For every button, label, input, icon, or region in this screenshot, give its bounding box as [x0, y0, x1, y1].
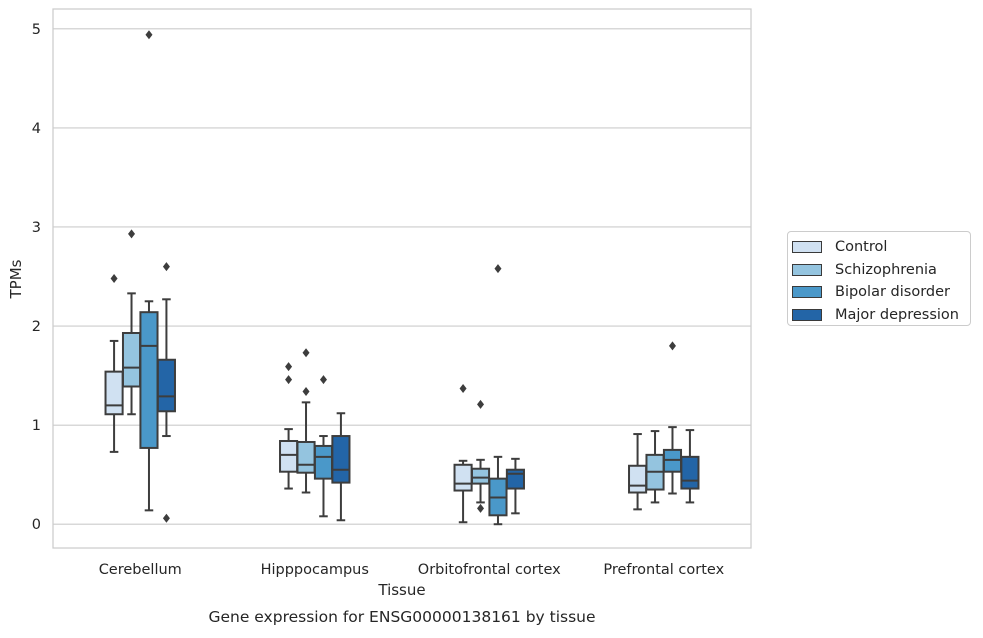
- outlier-point: [285, 375, 293, 385]
- box-control: [628, 433, 648, 511]
- outlier-point: [285, 362, 293, 372]
- x-axis-label: Tissue: [377, 581, 425, 599]
- box-iqr: [104, 370, 124, 416]
- x-tick-label: Prefrontal cortex: [603, 562, 724, 578]
- box-bipolar-disorder: [662, 341, 683, 495]
- box-control: [279, 362, 299, 490]
- outlier-point: [302, 348, 310, 358]
- y-axis-label: TPMs: [7, 259, 25, 299]
- outlier-point: [477, 503, 485, 513]
- legend-item-control: Control: [792, 236, 970, 259]
- box-iqr: [279, 439, 299, 473]
- legend-swatch: [792, 286, 822, 299]
- legend: Control Schizophrenia Bipolar disorder M…: [787, 231, 971, 326]
- box-iqr: [313, 444, 334, 480]
- x-tick-label: Cerebellum: [99, 562, 182, 578]
- y-tick-labels: 0 1 2 3 4 5: [32, 22, 41, 533]
- legend-item-schizophrenia: Schizophrenia: [792, 259, 970, 282]
- x-tick-label: Orbitofrontal cortex: [418, 562, 561, 578]
- box-schizophrenia: [645, 430, 665, 504]
- outlier-point: [459, 383, 467, 393]
- box-control: [104, 274, 124, 453]
- legend-label: Control: [835, 239, 888, 256]
- y-tick-label: 4: [32, 121, 41, 137]
- legend-label: Schizophrenia: [835, 261, 937, 278]
- box-iqr: [628, 464, 648, 494]
- box-bipolar-disorder: [139, 30, 159, 512]
- y-tick-label: 2: [32, 319, 41, 335]
- outlier-point: [110, 274, 118, 283]
- outlier-point: [128, 229, 136, 239]
- box-iqr: [121, 331, 142, 388]
- outlier-point: [302, 386, 310, 396]
- box-iqr: [680, 455, 700, 490]
- x-tick-label: Hipppocampus: [261, 562, 369, 578]
- box-iqr: [470, 467, 491, 485]
- legend-swatch: [792, 241, 822, 254]
- box-iqr: [156, 358, 176, 413]
- box-bipolar-disorder: [488, 264, 508, 526]
- y-tick-label: 5: [32, 22, 41, 38]
- legend-label: Bipolar disorder: [835, 284, 950, 301]
- legend-item-bipolar-disorder: Bipolar disorder: [792, 281, 970, 304]
- y-tick-label: 0: [32, 517, 41, 533]
- outlier-point: [494, 264, 502, 274]
- box-control: [453, 383, 473, 524]
- plot-area-frame: [52, 8, 752, 549]
- box-iqr: [505, 468, 525, 490]
- box-schizophrenia: [296, 348, 316, 494]
- box-major-depression: [156, 262, 176, 523]
- legend-swatch: [792, 308, 822, 321]
- chart-title: Gene expression for ENSG00000138161 by t…: [208, 608, 595, 626]
- outlier-point: [162, 262, 170, 272]
- box-iqr: [139, 311, 159, 449]
- legend-item-major-depression: Major depression: [792, 304, 970, 327]
- outlier-point: [477, 399, 485, 409]
- legend-swatch: [792, 263, 822, 276]
- y-tick-label: 1: [32, 418, 41, 434]
- outlier-point: [319, 375, 327, 385]
- y-tick-label: 3: [32, 220, 41, 236]
- boxes: [104, 30, 700, 526]
- box-major-depression: [505, 457, 525, 515]
- box-iqr: [296, 440, 316, 474]
- y-gridlines: [53, 28, 751, 525]
- box-bipolar-disorder: [313, 375, 334, 518]
- outlier-point: [162, 513, 170, 523]
- box-schizophrenia: [121, 229, 142, 416]
- x-tick-labels: Cerebellum Hipppocampus Orbitofrontal cort…: [99, 562, 725, 578]
- outlier-point: [668, 341, 676, 351]
- box-major-depression: [331, 412, 351, 522]
- box-major-depression: [680, 429, 700, 504]
- box-iqr: [453, 463, 473, 492]
- box-iqr: [331, 435, 351, 484]
- outlier-point: [145, 30, 153, 40]
- legend-label: Major depression: [835, 306, 959, 323]
- box-schizophrenia: [470, 399, 491, 513]
